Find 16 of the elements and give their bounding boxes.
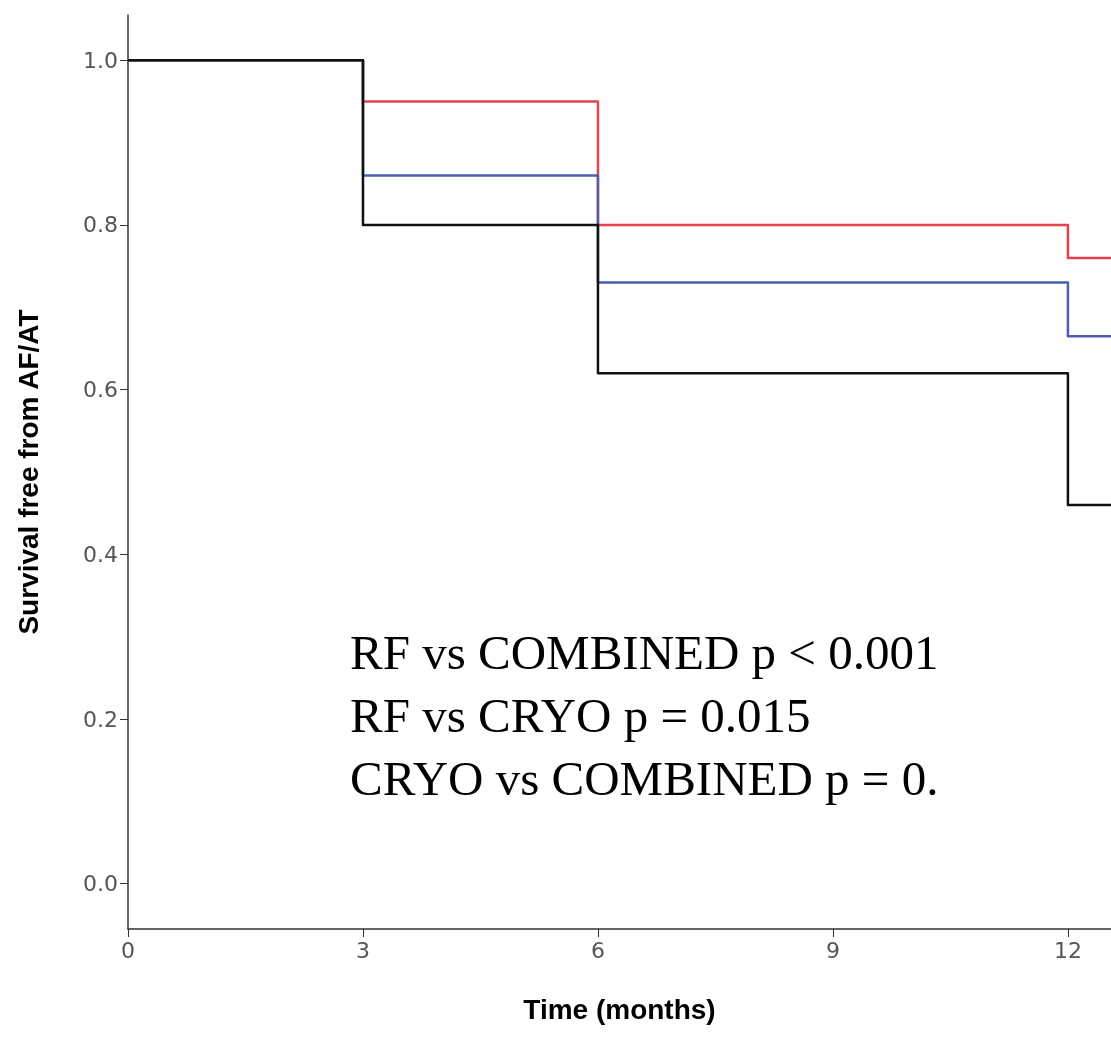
y-tick-label: 0.8 <box>83 212 118 238</box>
annotation: RF vs COMBINED p < 0.001 <box>350 625 939 680</box>
x-axis-title: Time (months) <box>523 993 716 1025</box>
x-tick-label: 3 <box>355 937 370 963</box>
x-tick-label: 12 <box>1053 937 1082 963</box>
y-tick-label: 1.0 <box>83 47 118 73</box>
y-tick-label: 0.2 <box>83 706 118 732</box>
x-tick-label: 6 <box>590 937 605 963</box>
y-tick-label: 0.0 <box>83 871 118 897</box>
annotation: RF vs CRYO p = 0.015 <box>350 688 811 743</box>
x-tick-label: 9 <box>825 937 840 963</box>
annotation: CRYO vs COMBINED p = 0. <box>350 751 939 806</box>
y-axis-title: Survival free from AF/AT <box>12 309 44 635</box>
y-tick-label: 0.4 <box>83 541 118 567</box>
y-tick-label: 0.6 <box>83 377 118 403</box>
x-tick-label: 0 <box>121 937 135 963</box>
